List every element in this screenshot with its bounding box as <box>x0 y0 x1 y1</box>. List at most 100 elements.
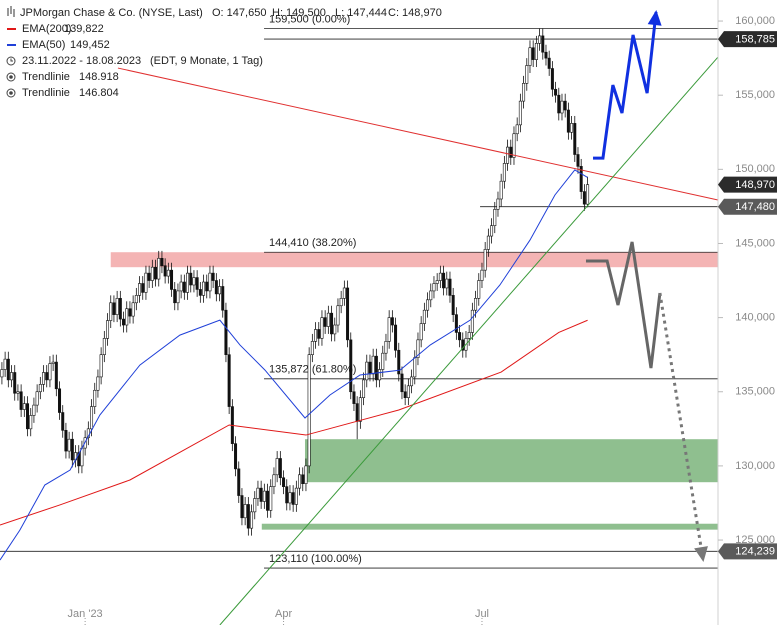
y-tick-label: 140,000 <box>735 312 775 324</box>
candle-body <box>285 486 289 504</box>
candle-body <box>272 474 276 487</box>
candle-body <box>486 235 490 250</box>
candle-body <box>454 314 458 333</box>
legend: JPMorgan Chase & Co. (NYSE, Last) O: 147… <box>6 6 442 99</box>
x-tick-label: Apr <box>275 608 292 620</box>
candle-body <box>61 412 65 431</box>
candle-body <box>339 298 343 307</box>
clock-icon <box>6 56 16 66</box>
legend-name: Trendlinie <box>22 71 70 83</box>
candle-body <box>496 198 500 210</box>
candle-body <box>192 277 196 286</box>
zone <box>110 252 718 268</box>
candle-body <box>275 458 279 476</box>
candle-body <box>528 47 532 66</box>
candle-body <box>26 403 30 430</box>
candle-body <box>19 391 23 410</box>
candle-body <box>314 329 318 342</box>
candle-body <box>112 302 116 315</box>
arrow-head <box>647 10 662 26</box>
candle-body <box>154 266 158 280</box>
candle-body <box>182 281 186 293</box>
trend-icon-dot <box>9 91 13 95</box>
candle-body <box>586 184 590 205</box>
candle-body <box>406 385 410 398</box>
zone <box>261 523 718 530</box>
candle-body <box>442 272 446 289</box>
candle-body <box>480 269 484 281</box>
plot-area: 159,500 (0.00%) 144,410 (38.20%) 135,872 (… <box>0 10 719 625</box>
candle-body <box>432 283 436 292</box>
y-tick-label: 155,000 <box>735 89 775 101</box>
candle-body <box>141 283 145 293</box>
candle-body <box>205 281 209 292</box>
overlay-line <box>219 56 719 625</box>
candle-body <box>51 361 55 364</box>
candle-body <box>512 133 516 158</box>
candle-body <box>563 100 567 111</box>
candle-body <box>547 57 551 69</box>
candle-body <box>579 166 583 192</box>
y-tick-label: 135,000 <box>735 386 775 398</box>
candle-body <box>96 376 100 391</box>
candle-body <box>307 354 311 467</box>
candle-body <box>560 100 564 114</box>
candle-body <box>374 355 378 381</box>
candle-body <box>115 298 119 315</box>
legend-value: 148.918 <box>79 71 119 83</box>
candle-body <box>58 388 62 413</box>
candle-body <box>288 492 292 504</box>
candle-body <box>541 35 545 53</box>
candle-body <box>358 397 362 422</box>
candle-body <box>368 361 372 375</box>
candle-body <box>234 443 238 470</box>
candle-body <box>131 302 135 317</box>
trend-icon-dot <box>9 75 13 79</box>
candle-body <box>259 487 263 502</box>
candle-body <box>390 317 394 326</box>
candle-body <box>554 88 558 96</box>
candle-body <box>384 341 388 354</box>
overlay-line <box>117 67 719 201</box>
candle-body <box>262 490 266 502</box>
candle-body <box>426 299 430 311</box>
candle-body <box>16 391 20 394</box>
candle-body <box>128 308 132 317</box>
candle-body <box>35 391 39 406</box>
trend-icon <box>6 72 16 82</box>
candle-body <box>291 492 295 505</box>
candle-body <box>250 511 254 529</box>
candle-body <box>134 295 138 304</box>
candle-body <box>179 281 183 292</box>
candle-body <box>138 283 142 296</box>
candle-body <box>118 298 122 320</box>
candle-body <box>125 308 129 326</box>
candle-body <box>80 447 84 467</box>
legend-name: Trendlinie <box>22 87 70 99</box>
candle-body <box>448 278 452 296</box>
candle-body <box>150 266 154 281</box>
candle-body <box>352 391 356 404</box>
candle-body <box>109 302 113 321</box>
level-label: 144,410 (38.20%) <box>269 237 356 249</box>
candle-body <box>240 495 244 519</box>
candle-body <box>266 490 270 511</box>
candle-body <box>490 225 494 237</box>
x-tick-label: Jul <box>475 608 489 620</box>
candle-body <box>483 249 487 271</box>
candle-body <box>195 277 199 290</box>
candle-body <box>451 295 455 315</box>
candle-body <box>170 269 174 290</box>
y-tick-label: 145,000 <box>735 237 775 249</box>
candle-body <box>256 487 260 499</box>
candle-body <box>346 287 350 341</box>
candle-body <box>336 305 340 326</box>
candle-body <box>394 324 398 351</box>
y-tick-label: 150,000 <box>735 163 775 175</box>
price-label-box <box>718 543 777 560</box>
price-label-box <box>718 176 777 193</box>
candle-body <box>531 47 535 60</box>
candle-body <box>224 309 228 355</box>
candle-body <box>173 289 177 304</box>
candle-body <box>42 372 46 385</box>
